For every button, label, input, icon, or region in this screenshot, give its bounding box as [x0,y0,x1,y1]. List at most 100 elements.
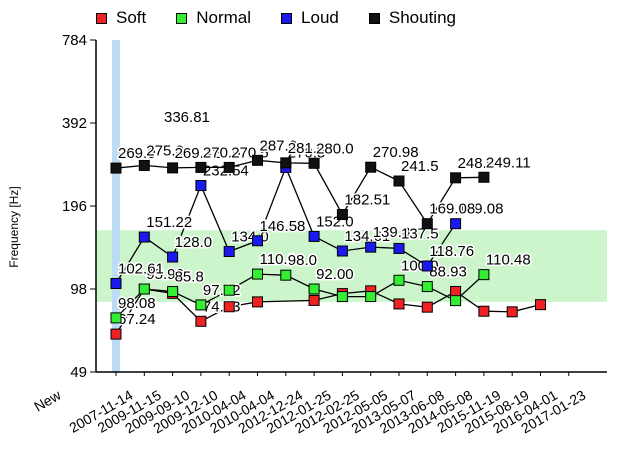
normal-point [138,283,150,295]
shouting-data-label: 182.51 [344,192,390,209]
shouting-data-label: 287.0 [260,137,298,154]
loud-point [393,242,405,254]
shouting-point [336,209,348,221]
shouting-point [167,162,179,174]
normal-point [365,291,377,303]
loud-point [450,218,462,230]
normal-point [195,299,207,311]
loud-point [336,245,348,257]
normal-point [223,284,235,296]
y-tick-label: 98 [70,281,87,298]
normal-point [308,283,320,295]
shouting-point [110,162,122,174]
x-tick-label: New [31,386,64,414]
shouting-point [280,157,292,169]
shouting-data-label: 269.0 [118,145,156,162]
loud-data-label: 270.5 [288,144,326,161]
loud-data-label: 169.08 [458,201,504,218]
shouting-point [308,157,320,169]
loud-data-label: 146.58 [260,218,306,235]
shouting-point [365,161,377,173]
normal-point [450,295,462,307]
legend-item-normal: Normal [176,8,251,28]
y-tick-label: 196 [62,198,87,215]
legend-swatch [96,12,107,24]
soft-point [450,285,462,297]
soft-point [223,301,235,313]
normal-point [478,269,490,281]
shouting-point [421,218,433,230]
y-axis-title: Frequency [Hz] [7,186,21,268]
soft-point [535,299,546,311]
shouting-point [252,154,263,166]
soft-point [195,315,207,327]
normal-data-label: 98.08 [118,295,156,312]
loud-data-label: 134.61 [344,228,390,245]
normal-data-label: 92.00 [316,266,354,283]
shouting-point [450,172,462,184]
normal-data-label: 110.0 [260,251,296,268]
x-highlight-band [112,40,120,372]
loud-data-label: 102.61 [118,260,164,277]
loud-data-label: 139.0 [373,224,411,241]
shouting-data-label: 241.5 [401,158,439,175]
normal-data-label: 88.93 [429,264,467,281]
legend-label: Soft [116,8,147,27]
soft-point [252,296,263,308]
y-tick-label: 392 [62,115,87,132]
annotation-label: 336.81 [164,109,210,126]
soft-point [393,298,405,310]
loud-point [421,260,433,272]
legend-swatch [368,12,380,24]
legend: Soft Normal Loud Shouting [96,8,456,28]
shouting-data-label: 248.0 [458,155,496,172]
y-tick-label: 49 [70,364,87,381]
shouting-data-label: 169.08 [429,201,475,218]
normal-point [336,291,348,303]
y-axis-title-wrap: Frequency [Hz] [0,0,21,267]
normal-data-label: 85.8 [175,269,204,286]
y-tick-label: 784 [62,32,87,49]
legend-item-soft: Soft [96,8,146,28]
normal-point [280,269,292,281]
loud-point [138,231,150,243]
shouting-data-label: 281.0 [288,140,326,157]
normal-data-label: 110.48 [486,252,531,269]
normal-point [393,274,405,286]
shouting-point [223,161,235,173]
shouting-point [138,159,150,171]
legend-swatch [281,12,293,24]
legend-swatch [176,12,188,24]
shouting-point [195,161,207,173]
legend-label: Shouting [388,8,456,27]
highlight-band [96,230,607,302]
legend-item-loud: Loud [281,8,339,28]
normal-point [252,268,263,280]
normal-data-label: 97.02 [203,282,241,299]
loud-point [365,241,377,253]
normal-point [421,281,433,293]
legend-item-shouting: Shouting [368,8,456,28]
shouting-data-label: 270.98 [373,144,419,161]
shouting-data-label: 280.0 [316,140,354,157]
loud-data-label: 128.0 [175,234,213,251]
soft-point [421,301,433,313]
soft-point [478,305,490,317]
loud-point [110,277,122,289]
legend-label: Normal [196,8,252,27]
normal-point [167,286,179,298]
soft-point [110,328,122,340]
loud-point [195,180,207,192]
normal-data-label: 95.96 [146,266,184,283]
normal-data-label: 98.0 [288,252,317,269]
loud-data-label: 151.22 [146,214,192,231]
shouting-data-label: 249.11 [486,154,531,171]
loud-data-label: 137.5 [401,225,439,242]
soft-data-label: 67.24 [118,311,156,328]
shouting-data-label: 275.0 [146,142,184,159]
loud-point [223,246,235,258]
loud-point [308,230,320,242]
shouting-data-label: 269.42 [175,145,221,162]
soft-point [506,306,518,318]
